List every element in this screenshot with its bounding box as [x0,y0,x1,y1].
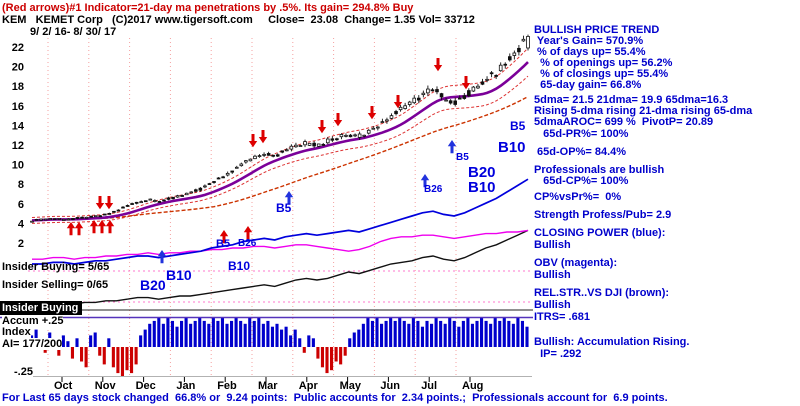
stats-line: 65d-CP%= 100% [534,175,629,187]
svg-text:Nov: Nov [95,380,117,392]
svg-text:16: 16 [12,101,24,113]
svg-text:Dec: Dec [136,380,156,392]
stats-line: 65-day gain= 66.8% [534,79,642,91]
ticker-title: KEM KEMET Corp (C)2017 www.tigersoft.com… [2,14,475,26]
stats-line: % of days up= 55.4% [534,46,646,58]
stats-line: % of closings up= 55.4% [534,68,669,80]
stats-line: REL.STR..VS DJI (brown): [534,287,670,299]
svg-text:2: 2 [18,238,24,250]
stats-line: % of openings up= 56.2% [534,57,673,69]
stats-line: Rising 5-dma rising 21-dma rising 65-dma [534,105,753,117]
svg-text:10: 10 [12,160,24,172]
stats-line: Strength Profess/Pub= 2.9 [534,209,672,221]
stats-line: 5dma= 21.5 21dma= 19.9 65dma=16.3 [534,94,729,106]
stats-line: CLOSING POWER (blue): [534,227,666,239]
date-range: 9/ 2/ 16- 8/ 30/ 17 [30,26,117,38]
svg-text:Mar: Mar [258,380,278,392]
svg-text:B10: B10 [228,259,250,273]
stats-line: OBV (magenta): [534,257,618,269]
svg-text:20: 20 [12,62,24,74]
stats-line: 65d-PR%= 100% [534,128,629,140]
svg-text:Oct: Oct [54,380,73,392]
svg-text:B20: B20 [140,277,166,293]
stats-line: 5dmaAROC= 699 % PivotP= 20.89 [534,116,714,128]
svg-text:B10: B10 [166,267,192,283]
svg-text:Jul: Jul [421,380,437,392]
footer-summary: For Last 65 days stock changed 66.8% or … [2,392,668,404]
stats-line: Year's Gain= 570.9% [534,35,644,47]
accum-minus-label: -.25 [14,366,33,378]
indicator-summary: (Red arrows)#1 Indicator=21-day ma penet… [2,2,414,14]
stats-line: ITRS= .681 [534,311,590,323]
svg-text:B26: B26 [424,184,443,195]
svg-text:Aug: Aug [462,380,483,392]
stats-line: Professionals are bullish [534,164,665,176]
stats-line: BULLISH PRICE TREND [534,24,660,36]
svg-text:B5: B5 [510,119,526,133]
svg-text:B5: B5 [216,238,230,250]
svg-text:Feb: Feb [217,380,237,392]
accum-plus-label: Accum +.25 [2,315,64,327]
stats-line: Bullish [534,239,571,251]
svg-text:4: 4 [18,218,25,230]
svg-text:14: 14 [12,120,25,132]
stats-line: IP= .292 [534,348,582,360]
stats-line: Bullish [534,299,571,311]
stats-line: CP%vsPr%= 0% [534,191,622,203]
stats-line: Bullish: Accumulation Rising. [534,336,690,348]
svg-text:B20: B20 [468,164,496,181]
svg-text:8: 8 [18,179,24,191]
svg-text:Apr: Apr [299,380,319,392]
insider-selling-count: Insider Selling= 0/65 [2,279,109,291]
stats-panel: BULLISH PRICE TREND Year's Gain= 570.9% … [534,0,800,406]
stats-line: 65d-OP%= 84.4% [534,146,627,158]
svg-text:B10: B10 [468,179,496,196]
svg-text:B5: B5 [276,201,292,215]
svg-text:B10: B10 [498,139,526,156]
svg-text:Jan: Jan [176,380,195,392]
svg-text:B26: B26 [238,238,257,249]
svg-text:18: 18 [12,81,24,93]
ai-value-label: AI= 177/200 [2,338,63,350]
accum-index-label: Index [2,326,31,338]
svg-text:Jun: Jun [380,380,400,392]
insider-buying-highlight: Insider Buying [0,301,83,315]
svg-text:12: 12 [12,140,24,152]
svg-text:22: 22 [12,42,24,54]
svg-text:May: May [340,380,362,392]
stats-line: Bullish [534,269,571,281]
insider-buying-count: Insider Buying= 5/65 [2,261,110,273]
svg-text:B5: B5 [456,152,469,163]
svg-text:6: 6 [18,199,24,211]
